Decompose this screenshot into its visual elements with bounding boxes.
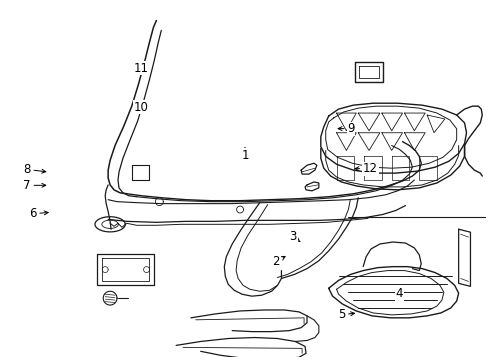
- Text: 2: 2: [272, 255, 285, 268]
- Text: 9: 9: [338, 122, 355, 135]
- Text: 8: 8: [23, 163, 46, 176]
- Text: 1: 1: [241, 148, 249, 162]
- Text: 10: 10: [134, 101, 148, 114]
- Text: 11: 11: [134, 62, 149, 75]
- Text: 3: 3: [290, 230, 300, 243]
- Text: 4: 4: [395, 287, 403, 300]
- Text: 12: 12: [355, 162, 378, 175]
- Text: 6: 6: [29, 207, 48, 220]
- Text: 7: 7: [23, 179, 46, 192]
- Text: 5: 5: [338, 308, 355, 321]
